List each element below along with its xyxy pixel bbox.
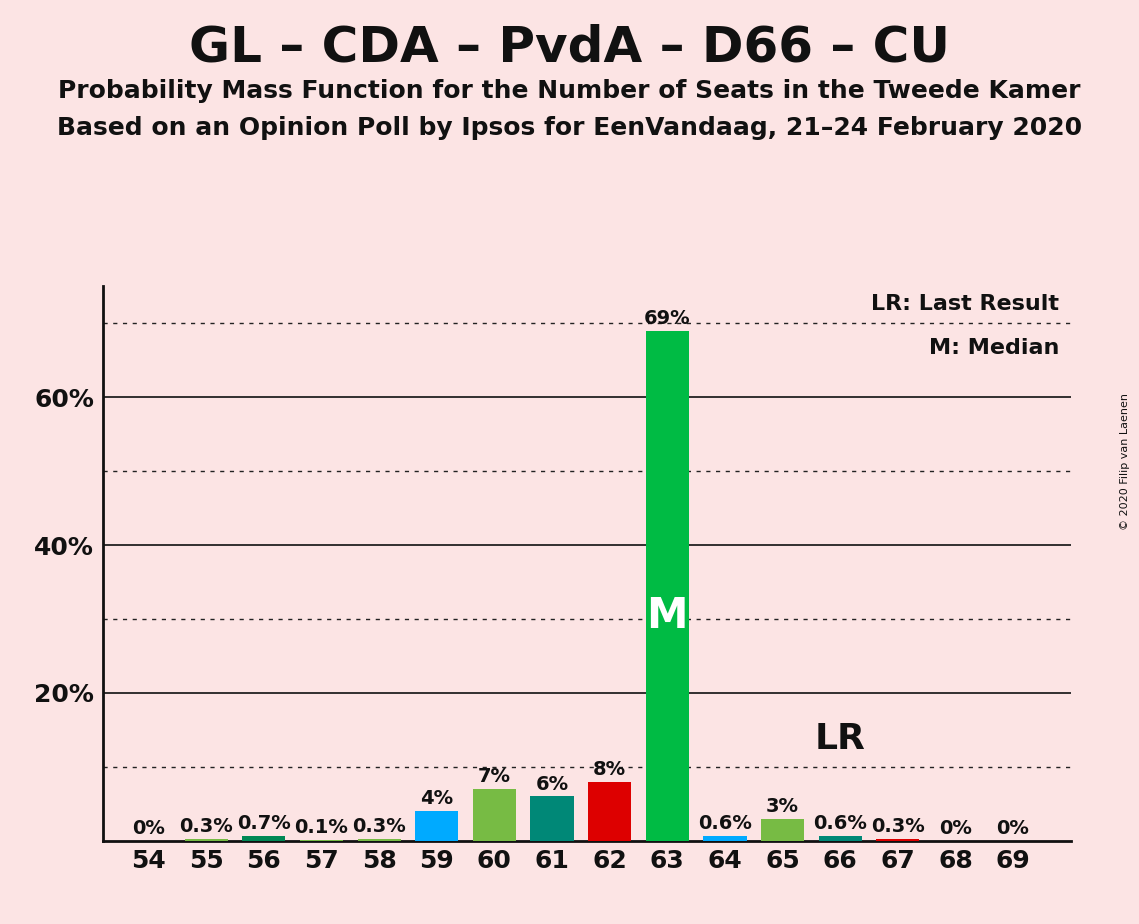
Text: 3%: 3% [767,796,800,816]
Bar [531,796,574,841]
Text: LR: LR [814,722,866,756]
Text: © 2020 Filip van Laenen: © 2020 Filip van Laenen [1120,394,1130,530]
Bar [358,839,401,841]
Bar [473,789,516,841]
Text: Based on an Opinion Poll by Ipsos for EenVandaag, 21–24 February 2020: Based on an Opinion Poll by Ipsos for Ee… [57,116,1082,140]
Text: 6%: 6% [535,774,568,794]
Bar [761,819,804,841]
Text: M: Median: M: Median [928,338,1059,359]
Text: 0.3%: 0.3% [352,817,405,835]
Text: 0%: 0% [939,819,972,838]
Bar [185,839,228,841]
Bar [588,782,631,841]
Text: 69%: 69% [644,309,690,328]
Text: M: M [647,595,688,638]
Text: Probability Mass Function for the Number of Seats in the Tweede Kamer: Probability Mass Function for the Number… [58,79,1081,103]
Bar [243,835,286,841]
Text: LR: Last Result: LR: Last Result [871,294,1059,314]
Text: 8%: 8% [593,760,626,779]
Text: 0%: 0% [997,819,1030,838]
Bar [646,331,689,841]
Text: 7%: 7% [478,767,511,786]
Text: 0.7%: 0.7% [237,814,290,833]
Text: 0.3%: 0.3% [179,817,233,835]
Text: 4%: 4% [420,789,453,808]
Text: 0%: 0% [132,819,165,838]
Text: 0.1%: 0.1% [295,818,349,837]
Bar [819,836,862,841]
Bar [415,811,458,841]
Text: 0.6%: 0.6% [813,814,867,833]
Text: 0.6%: 0.6% [698,814,752,833]
Text: 0.3%: 0.3% [871,817,925,835]
Text: GL – CDA – PvdA – D66 – CU: GL – CDA – PvdA – D66 – CU [189,23,950,71]
Bar [703,836,746,841]
Bar [876,839,919,841]
